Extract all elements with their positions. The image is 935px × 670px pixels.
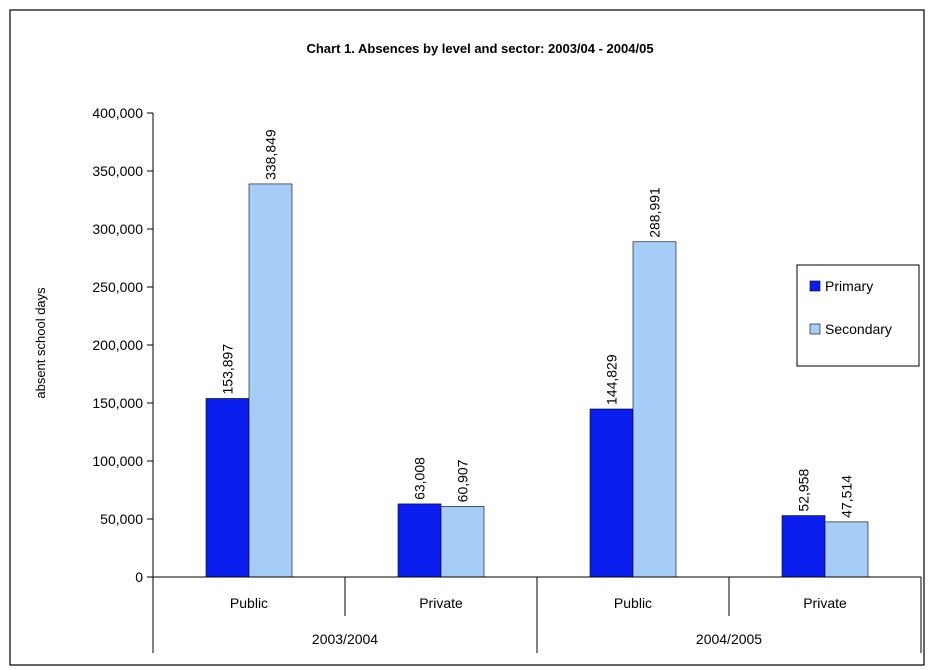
x-category-label: Public [614, 595, 652, 611]
bar-value-label: 288,991 [647, 187, 663, 238]
y-tick-label: 0 [135, 569, 143, 585]
bar-value-label: 60,907 [455, 459, 471, 502]
bars [205, 183, 869, 578]
y-tick-label: 150,000 [92, 395, 143, 411]
bar-primary [397, 503, 442, 578]
y-tick-label: 250,000 [92, 279, 143, 295]
bar-value-label: 47,514 [839, 475, 855, 518]
y-tick-label: 100,000 [92, 453, 143, 469]
bar-primary [205, 398, 250, 578]
y-tick-label: 350,000 [92, 163, 143, 179]
x-axis: Public Private Public Private 2003/2004 2004/… [152, 576, 922, 653]
legend-swatch [809, 280, 821, 292]
bar-secondary [824, 521, 869, 578]
y-tick-label: 50,000 [100, 511, 143, 527]
bar-primary [781, 515, 826, 578]
y-axis-label: absent school days [33, 287, 48, 399]
x-group-label: 2003/2004 [312, 631, 378, 647]
x-category-label: Public [230, 595, 268, 611]
bar-secondary [632, 241, 677, 578]
y-axis: 0 50,000 100,000 150,000 200,000 250,000 300,0… [92, 105, 154, 585]
bar-value-label: 63,008 [412, 457, 428, 500]
bar-secondary [248, 183, 293, 578]
x-category-label: Private [419, 595, 463, 611]
y-tick-label: 400,000 [92, 105, 143, 121]
x-group-label: 2004/2005 [696, 631, 762, 647]
legend-swatch [809, 323, 821, 335]
bar-value-label: 52,958 [796, 469, 812, 512]
legend: Primary Secondary [796, 264, 920, 367]
bar-value-label: 338,849 [263, 129, 279, 180]
y-tick-label: 300,000 [92, 221, 143, 237]
y-tick-label: 200,000 [92, 337, 143, 353]
bar-labels: 153,897 338,849 63,008 60,907 144,829 288,991… [220, 129, 855, 518]
x-category-label: Private [803, 595, 847, 611]
chart-title: Chart 1. Absences by level and sector: 2… [306, 41, 653, 56]
bar-primary [589, 408, 634, 578]
legend-label: Secondary [825, 321, 892, 337]
bar-value-label: 144,829 [604, 354, 620, 405]
legend-label: Primary [825, 278, 873, 294]
bar-value-label: 153,897 [220, 344, 236, 395]
bar-secondary [440, 506, 485, 578]
